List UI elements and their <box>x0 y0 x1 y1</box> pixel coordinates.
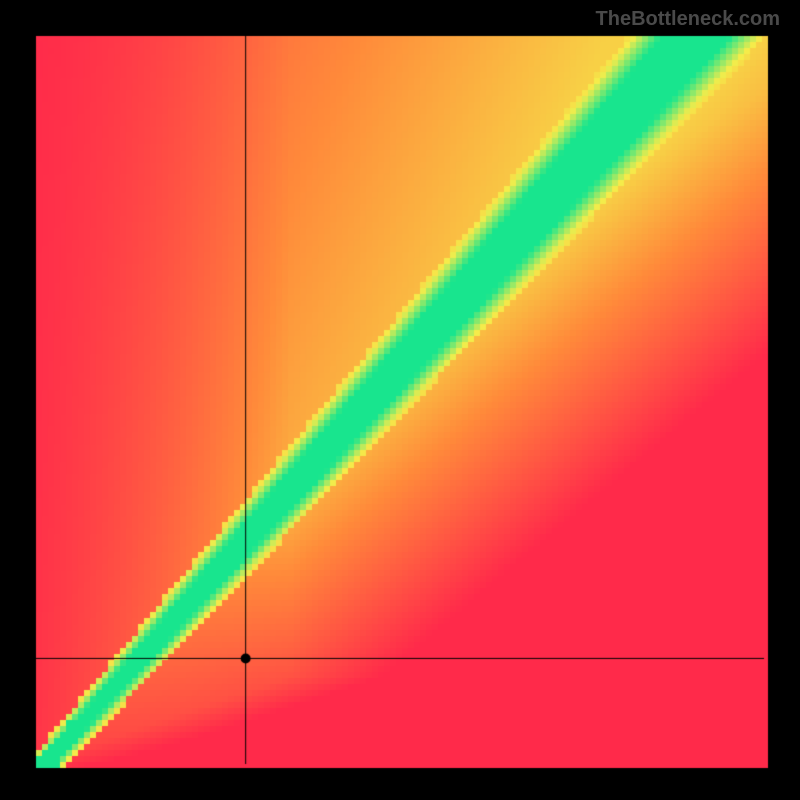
chart-container: TheBottleneck.com <box>0 0 800 800</box>
bottleneck-heatmap <box>0 0 800 800</box>
watermark-text: TheBottleneck.com <box>596 8 780 31</box>
